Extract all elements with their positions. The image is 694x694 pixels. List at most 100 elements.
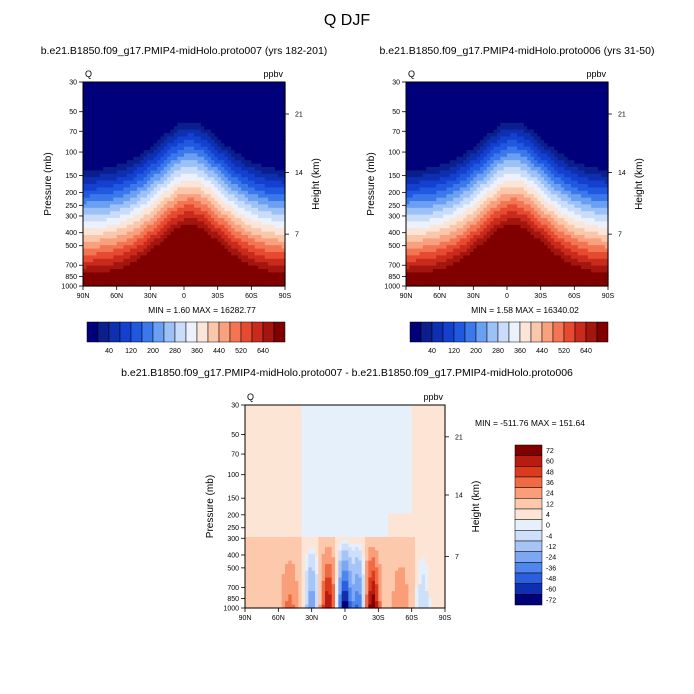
panel-left-cell xyxy=(89,269,94,273)
panel-right-cell xyxy=(574,136,579,141)
panel-left-cell xyxy=(180,92,185,97)
panel-left-cell xyxy=(214,150,219,154)
panel-right-cell xyxy=(604,82,609,86)
panel-right-cell xyxy=(453,105,458,110)
panel-left-cell xyxy=(126,255,131,260)
panel-left-cell xyxy=(210,228,215,233)
panel-left-cell xyxy=(271,146,276,151)
panel-right-cell xyxy=(567,150,572,154)
panel-right-cell xyxy=(459,129,464,134)
panel-right-cell xyxy=(409,146,414,151)
panel-left-cell xyxy=(136,105,141,110)
panel-left-cell xyxy=(163,252,168,256)
panel-left-colorbar-box xyxy=(141,321,154,343)
panel-left-cell xyxy=(153,269,158,273)
panel-left-cell xyxy=(268,190,273,195)
panel-left-cell xyxy=(194,214,199,219)
panel-left-cell xyxy=(93,122,98,127)
panel-left-cell xyxy=(197,163,202,168)
panel-left-cell xyxy=(109,85,114,90)
panel-left-cell xyxy=(251,146,256,151)
panel-right-cell xyxy=(581,133,586,137)
panel-left-cell xyxy=(221,116,225,120)
panel-right-cell xyxy=(412,85,417,90)
panel-left-cell xyxy=(241,129,246,134)
panel-left-cell xyxy=(237,119,242,124)
panel-right-cell xyxy=(443,95,447,100)
panel-left-cell xyxy=(130,228,135,233)
panel-left-cell xyxy=(146,262,151,267)
panel-left-cell xyxy=(103,194,108,199)
panel-left-cell xyxy=(271,160,276,165)
panel-right-cell xyxy=(594,92,599,97)
panel-left-cell xyxy=(190,119,195,124)
panel-left-cell xyxy=(227,265,232,270)
panel-left-cell xyxy=(247,207,252,212)
panel-left-cell xyxy=(190,129,195,134)
panel-right-cell xyxy=(500,139,505,144)
panel-left-cell xyxy=(207,245,212,250)
panel-right-cell xyxy=(597,99,602,103)
panel-left-cell xyxy=(264,207,269,212)
panel-right-cell xyxy=(564,116,569,120)
panel-left-cell xyxy=(136,269,141,273)
panel-left-cell xyxy=(214,238,219,243)
panel-right-cell xyxy=(601,119,606,124)
panel-right-cell xyxy=(507,116,511,120)
panel-left-cell xyxy=(227,82,232,86)
panel-right-cell xyxy=(483,122,488,127)
panel-left-cell xyxy=(130,173,135,178)
panel-right-cell xyxy=(439,150,444,154)
panel-left-cell xyxy=(237,85,242,90)
panel-left-cell xyxy=(96,82,101,86)
panel-left-cell xyxy=(261,156,266,161)
panel-left-cell xyxy=(278,85,283,90)
panel-left-cell xyxy=(123,194,128,199)
panel-left-cell xyxy=(234,180,239,185)
panel-right-cell xyxy=(577,92,582,97)
panel-right-cell xyxy=(449,99,454,103)
panel-left-cell xyxy=(123,265,128,270)
panel-right-cell xyxy=(432,139,437,144)
panel-left-cell xyxy=(258,116,263,120)
panel-left-cell xyxy=(231,116,236,120)
panel-left-cell xyxy=(173,255,178,260)
panel-left-cell xyxy=(170,211,175,216)
panel-left-cell xyxy=(231,146,236,151)
panel-left-cell xyxy=(180,211,185,216)
panel-right-cell xyxy=(483,139,488,144)
panel-right-cell xyxy=(453,109,458,114)
panel-right-cell xyxy=(426,105,431,110)
panel-right-cell xyxy=(581,150,586,154)
panel-right-cell xyxy=(530,150,535,154)
panel-left-cell xyxy=(86,156,91,161)
panel-right-cell xyxy=(429,146,434,151)
panel-left-cell xyxy=(130,282,135,287)
panel-right-cell xyxy=(429,112,434,117)
panel-right-cell xyxy=(507,139,511,144)
panel-left-cell xyxy=(173,122,178,127)
panel-right-cell xyxy=(463,112,468,117)
panel-left-cell xyxy=(274,99,279,103)
panel-left-cell xyxy=(143,112,148,117)
panel-right-cell xyxy=(426,95,431,100)
panel-left-cell xyxy=(160,184,165,188)
panel-left-cell xyxy=(163,170,168,175)
panel-left-cell xyxy=(177,119,182,124)
panel-right-cell xyxy=(412,143,417,148)
panel-left-cell xyxy=(116,218,121,222)
panel-left-cell xyxy=(281,156,286,161)
panel-left-cell xyxy=(271,269,276,273)
panel-left-cell xyxy=(109,279,114,284)
panel-left-cell xyxy=(234,235,239,239)
panel-left-cell xyxy=(210,197,215,202)
panel-left-cell xyxy=(130,95,135,100)
panel-left-cell xyxy=(251,231,256,236)
panel-left-cell xyxy=(241,102,246,107)
panel-left-cell xyxy=(241,180,246,185)
panel-left-cell xyxy=(89,102,94,107)
panel-left-cell xyxy=(140,156,145,161)
panel-right-cell xyxy=(507,99,511,103)
panel-left-cell xyxy=(258,262,263,267)
panel-left-cell xyxy=(103,262,108,267)
